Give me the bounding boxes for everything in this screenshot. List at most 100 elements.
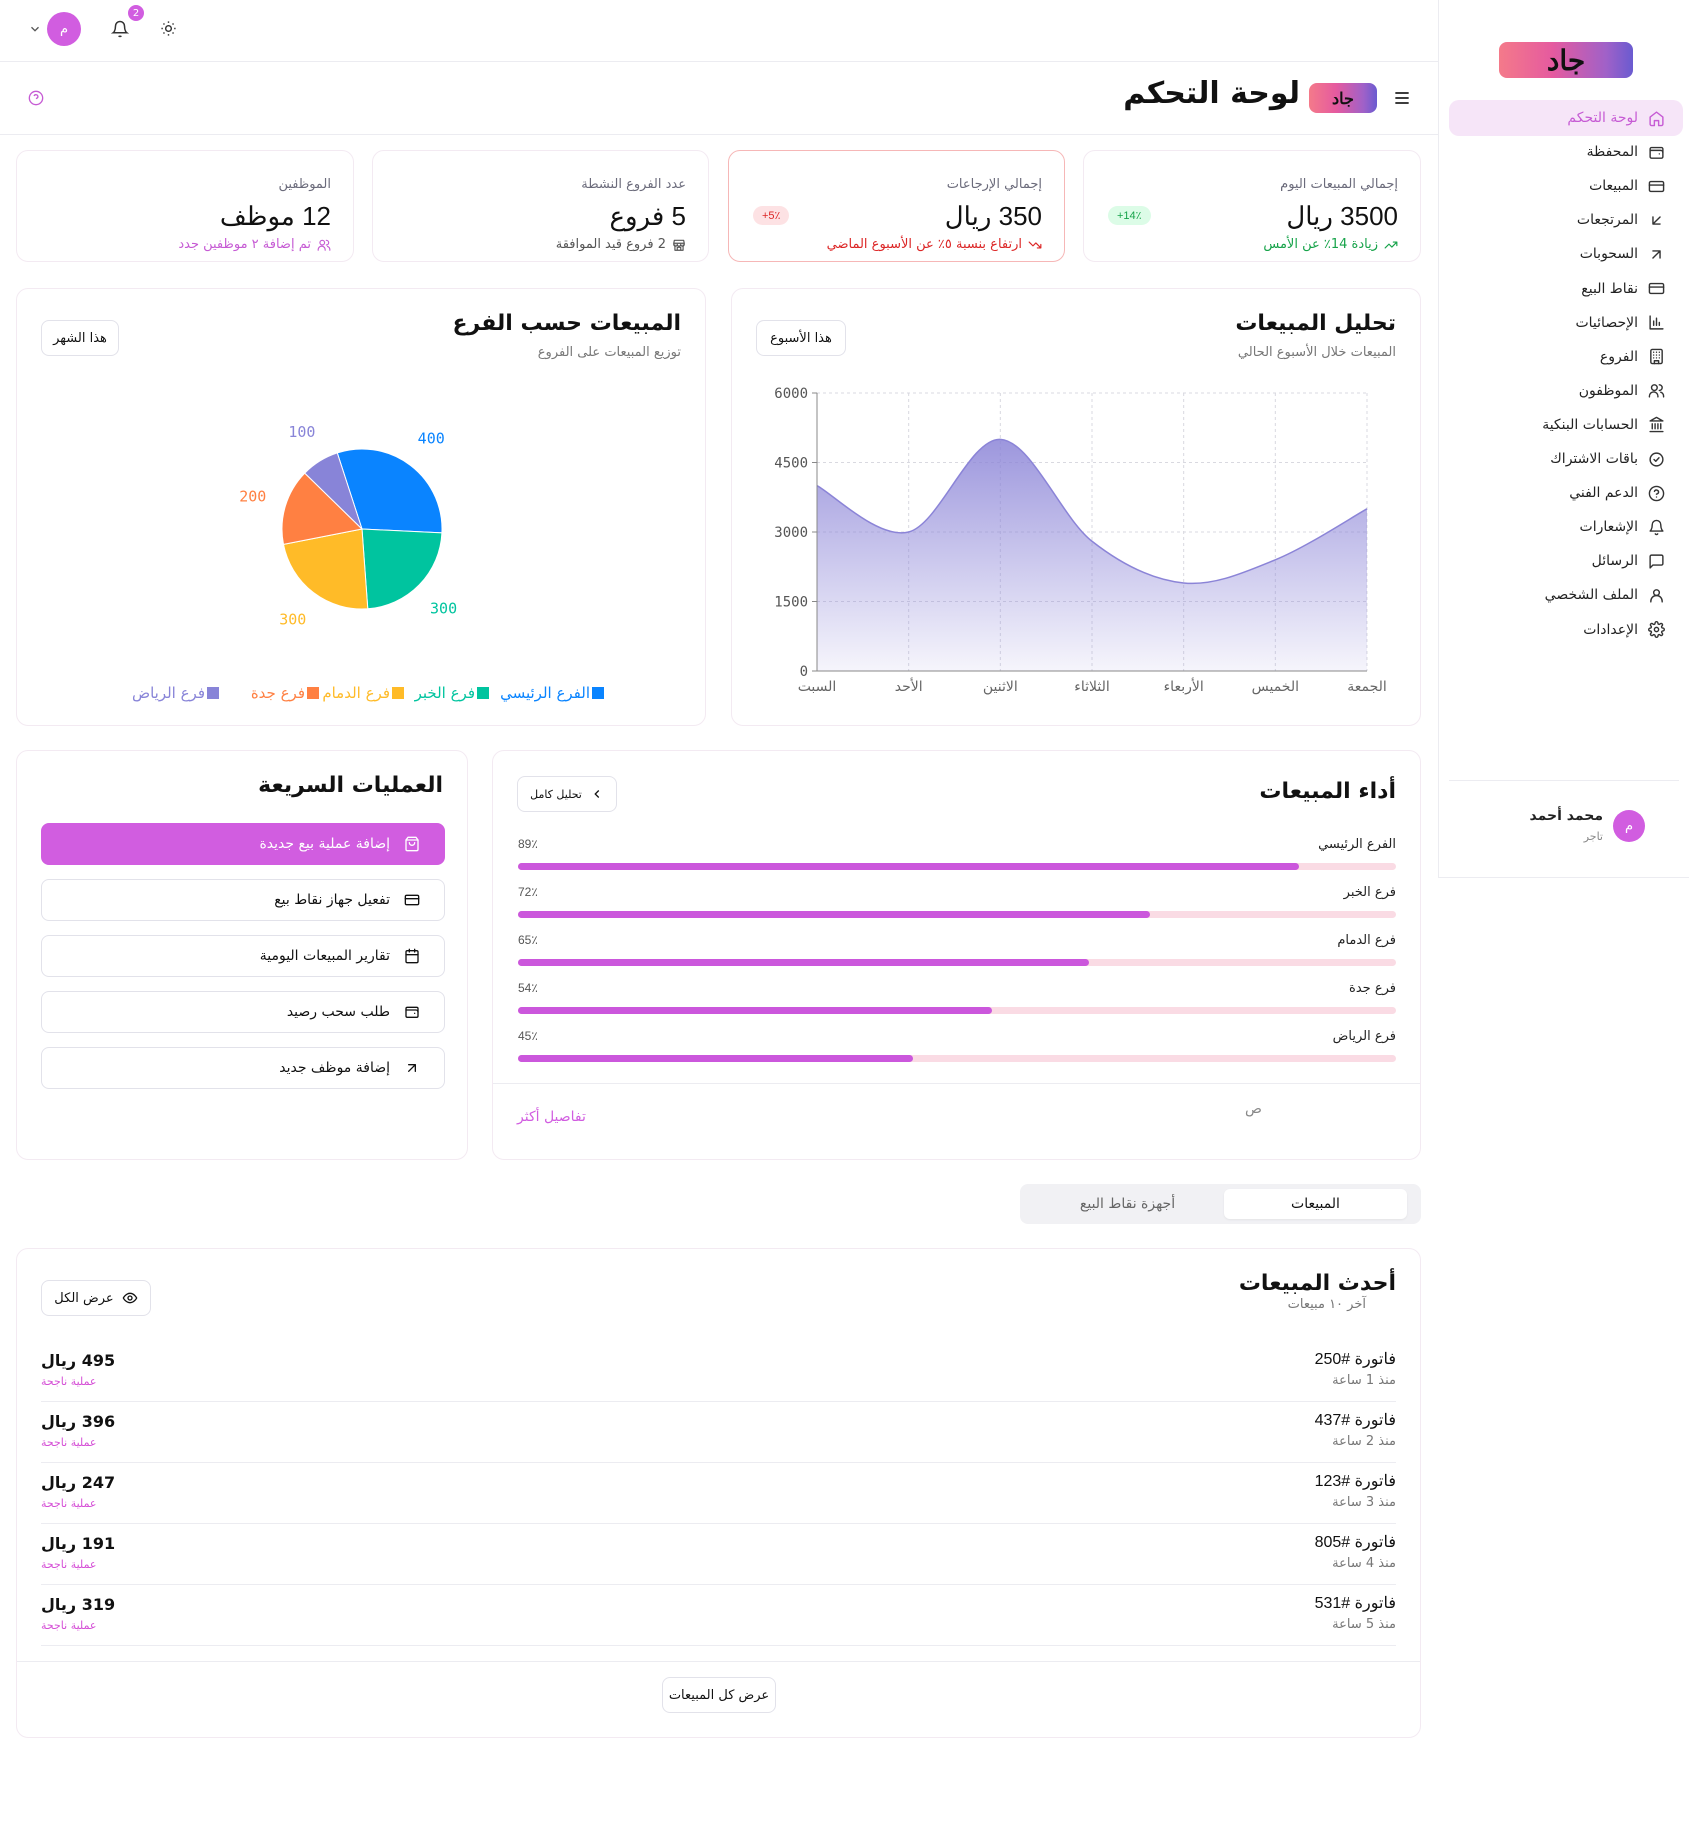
- bell-icon: [1648, 519, 1665, 536]
- sidebar-item-label: نقاط البيع: [1581, 280, 1638, 297]
- week-filter-button[interactable]: هذا الأسبوع: [756, 320, 846, 356]
- tab-pos-devices-label: أجهزة نقاط البيع: [1079, 1196, 1176, 1212]
- sidebar-item-0[interactable]: لوحة التحكم: [1449, 100, 1683, 136]
- tab-pos-devices[interactable]: أجهزة نقاط البيع: [1036, 1189, 1219, 1219]
- help-circle-icon[interactable]: [28, 90, 44, 106]
- quick-action-1[interactable]: تفعيل جهاز نقاط بيع: [41, 879, 445, 921]
- wallet-icon: [1648, 144, 1665, 161]
- trending-down-icon: [1028, 238, 1042, 252]
- sidebar-item-12[interactable]: الإشعارات: [1438, 509, 1669, 545]
- sidebar-item-8[interactable]: الموظفون: [1438, 373, 1669, 409]
- user-menu-avatar[interactable]: م: [47, 12, 81, 46]
- pie-data-label: 300: [279, 611, 306, 629]
- quick-action-4[interactable]: إضافة موظف جديد: [41, 1047, 445, 1089]
- bell-icon[interactable]: [111, 20, 129, 38]
- stat-card-3: الموظفين 12 موظف تم إضافة ٢ موظفين جدد: [16, 150, 354, 262]
- sidebar-item-label: المحفظة: [1586, 144, 1638, 161]
- brand-logo[interactable]: جاد: [1499, 42, 1633, 78]
- sidebar-item-4[interactable]: السحوبات: [1438, 236, 1669, 272]
- performance-branch-name: الفرع الرئيسي: [1318, 837, 1396, 852]
- legend-swatch: [477, 687, 489, 699]
- pie-slice: [336, 448, 443, 534]
- performance-row: فرع الخبر 72٪: [518, 885, 1396, 927]
- view-all-label: عرض الكل: [54, 1290, 114, 1306]
- calendar-icon: [404, 948, 420, 964]
- stat-card-1: إجمالي الإرجاعات 350 ريال ارتفاع بنسبة ٥٪ …: [728, 150, 1065, 262]
- performance-track: [518, 863, 1396, 870]
- branch-sales-card: المبيعات حسب الفرع توزيع المبيعات على ال…: [16, 288, 706, 726]
- notification-count-badge: 2: [128, 5, 144, 21]
- y-tick-label: 1500: [774, 595, 808, 611]
- recent-sales-divider: [17, 1661, 1420, 1662]
- month-filter-button[interactable]: هذا الشهر: [41, 320, 119, 356]
- sidebar-item-13[interactable]: الرسائل: [1438, 543, 1669, 579]
- page-title: لوحة التحكم: [1123, 76, 1300, 111]
- stat-value: 12 موظف: [219, 201, 331, 231]
- sale-time: منذ 4 ساعة: [1332, 1556, 1396, 1571]
- stat-subtext: تم إضافة ٢ موظفين جدد: [178, 237, 331, 252]
- quick-action-2[interactable]: تقارير المبيعات اليومية: [41, 935, 445, 977]
- sun-icon[interactable]: [160, 20, 177, 37]
- view-all-sales-button[interactable]: عرض كل المبيعات: [662, 1677, 776, 1713]
- sale-row[interactable]: فاتورة #437 منذ 2 ساعة 396 ريال عملية ناجحة: [41, 1402, 1396, 1463]
- sale-row[interactable]: فاتورة #805 منذ 4 ساعة 191 ريال عملية ناجحة: [41, 1524, 1396, 1585]
- brand-logo-text: جاد: [1546, 43, 1586, 77]
- sale-row[interactable]: فاتورة #250 منذ 1 ساعة 495 ريال عملية ناجحة: [41, 1341, 1396, 1402]
- performance-row: فرع جدة 54٪: [518, 981, 1396, 1023]
- performance-branch-name: فرع الخبر: [1343, 885, 1396, 900]
- branch-sales-subtitle: توزيع المبيعات على الفروع: [537, 345, 681, 360]
- stat-badge: +14٪: [1108, 206, 1151, 225]
- sidebar-item-9[interactable]: الحسابات البنكية: [1438, 407, 1669, 443]
- sidebar-item-label: المرتجعات: [1576, 212, 1638, 229]
- sidebar-item-14[interactable]: الملف الشخصي: [1438, 577, 1669, 613]
- chevron-down-icon[interactable]: [28, 22, 42, 36]
- sale-status: عملية ناجحة: [41, 1436, 97, 1449]
- stat-label: إجمالي المبيعات اليوم: [1280, 177, 1398, 192]
- performance-percent: 72٪: [518, 885, 538, 899]
- x-tick-label: الأربعاء: [1164, 677, 1204, 695]
- sidebar-item-5[interactable]: نقاط البيع: [1438, 271, 1669, 307]
- sidebar-item-2[interactable]: المبيعات: [1438, 168, 1669, 204]
- sidebar-item-11[interactable]: الدعم الفني: [1438, 475, 1669, 511]
- pie-data-label: 300: [430, 600, 457, 618]
- performance-row: الفرع الرئيسي 89٪: [518, 837, 1396, 879]
- sale-row[interactable]: فاتورة #123 منذ 3 ساعة 247 ريال عملية ناجحة: [41, 1463, 1396, 1524]
- performance-track: [518, 1007, 1396, 1014]
- sale-row[interactable]: فاتورة #531 منذ 5 ساعة 319 ريال عملية ناجحة: [41, 1585, 1396, 1646]
- sidebar-item-15[interactable]: الإعدادات: [1438, 612, 1669, 648]
- sidebar-item-7[interactable]: الفروع: [1438, 339, 1669, 375]
- performance-footer-text: ص: [1245, 1101, 1262, 1117]
- stat-subtext: 2 فروع قيد الموافقة: [556, 237, 686, 252]
- tabs-bar: المبيعات أجهزة نقاط البيع: [1020, 1184, 1421, 1224]
- pie-data-label: 400: [418, 429, 445, 447]
- stat-subtext-label: 2 فروع قيد الموافقة: [555, 237, 666, 252]
- quick-action-0[interactable]: إضافة عملية بيع جديدة: [41, 823, 445, 865]
- more-details-link[interactable]: تفاصيل أكثر: [517, 1109, 586, 1125]
- tab-sales[interactable]: المبيعات: [1224, 1189, 1407, 1219]
- sales-analysis-card: تحليل المبيعات المبيعات خلال الأسبوع الح…: [731, 288, 1421, 726]
- full-analysis-button[interactable]: تحليل كامل: [517, 776, 617, 812]
- view-all-button[interactable]: عرض الكل: [41, 1280, 151, 1316]
- quick-action-label: إضافة عملية بيع جديدة: [259, 836, 390, 852]
- branch-sales-title: المبيعات حسب الفرع: [452, 311, 682, 336]
- sidebar-item-10[interactable]: باقات الاشتراك: [1438, 441, 1669, 477]
- quick-action-label: تقارير المبيعات اليومية: [259, 948, 390, 964]
- users-icon: [1648, 382, 1665, 399]
- sidebar-divider: [1449, 780, 1679, 781]
- sale-status: عملية ناجحة: [41, 1375, 97, 1388]
- sidebar-item-3[interactable]: المرتجعات: [1438, 202, 1669, 238]
- sidebar-item-label: لوحة التحكم: [1567, 110, 1638, 126]
- quick-action-3[interactable]: طلب سحب رصيد: [41, 991, 445, 1033]
- sidebar-item-1[interactable]: المحفظة: [1438, 134, 1669, 170]
- eye-icon: [122, 1290, 138, 1306]
- user-menu-avatar-letter: م: [59, 21, 69, 37]
- sidebar-item-6[interactable]: الإحصائيات: [1438, 305, 1669, 341]
- menu-icon[interactable]: [1392, 88, 1412, 108]
- performance-fill: [518, 863, 1300, 870]
- store-icon: [672, 238, 686, 252]
- arrow-up-right-icon: [1648, 246, 1665, 263]
- settings-icon: [1648, 621, 1665, 638]
- pie-slice: [361, 528, 443, 610]
- sidebar-item-label: السحوبات: [1579, 246, 1638, 263]
- sidebar-user[interactable]: م محمد أحمد تاجر: [1465, 808, 1645, 848]
